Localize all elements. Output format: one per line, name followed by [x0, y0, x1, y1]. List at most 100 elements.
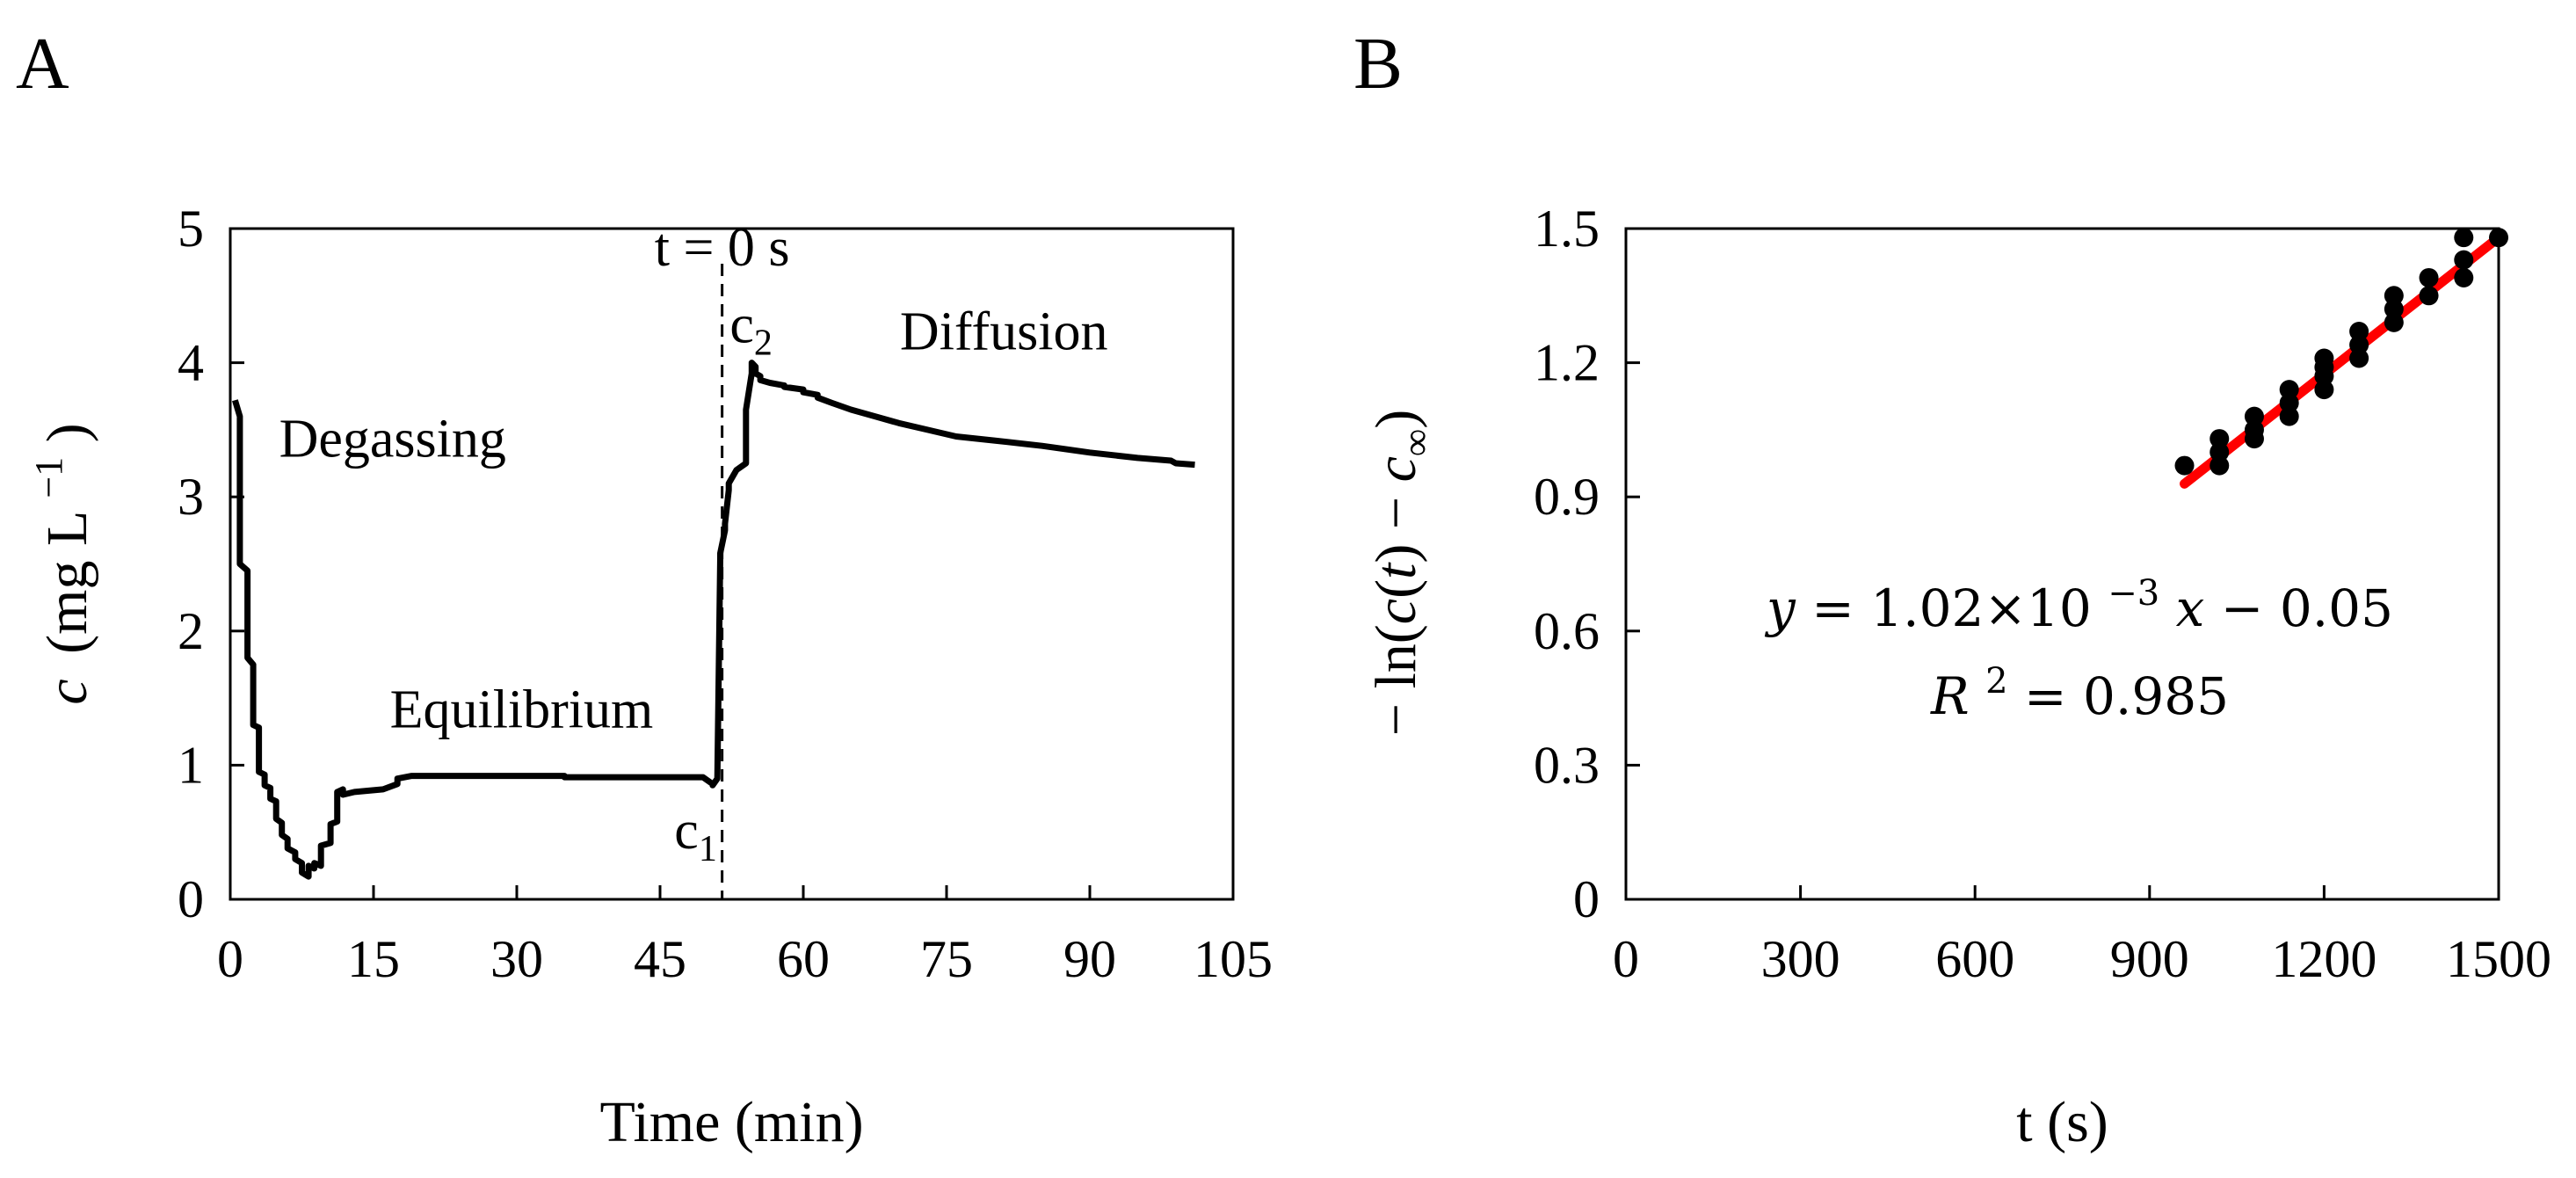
r2-symbol: R [1930, 666, 1970, 726]
ylabel-open-t: ( [1364, 579, 1428, 599]
panel-a-series [232, 360, 1195, 880]
eq-exponent: −3 [2108, 573, 2159, 614]
panel-a-x-tick-label: 105 [1194, 930, 1273, 988]
panel-a-x-tick-label: 90 [1063, 930, 1116, 988]
panel-b-data-point [2419, 267, 2439, 287]
panel-b-x-axis-title: t (s) [2016, 1090, 2108, 1154]
panel-a-y-tick-label: 3 [178, 468, 204, 526]
panel-b-y-tick-label: 0.9 [1534, 468, 1600, 526]
eq-x-var: x [2176, 578, 2205, 638]
panel-a-t0-label: t = 0 s [655, 218, 790, 278]
panel-a-plot-frame [229, 227, 1235, 901]
panel-a-x-axis-title: Time (min) [599, 1090, 863, 1154]
panel-b-data-point [2279, 406, 2299, 426]
panel-b-axis-ticks: 0 300 600 900 1200 1500 0 0.3 0.6 0.9 1.2 1.5 [1534, 200, 2551, 988]
panel-b-data-point [2244, 406, 2264, 426]
panel-a-series-line [232, 360, 1195, 880]
ylabel-minus: ) − [1364, 482, 1428, 563]
panel-a-label: A [16, 23, 69, 105]
panel-b-data-point [2349, 321, 2369, 341]
ylabel-close: ) [1364, 410, 1428, 429]
ylabel-t: t [1364, 562, 1428, 579]
panel-a-annotation: Degassing [279, 409, 506, 469]
panel-b-data-point [2349, 335, 2369, 355]
panel-b-x-tick-label: 300 [1761, 930, 1840, 988]
ylabel-c: c [1364, 599, 1428, 624]
panel-b-x-tick-label: 1200 [2271, 930, 2376, 988]
panel-a-y-tick-label: 0 [178, 870, 204, 928]
panel-b-data-point [2210, 442, 2230, 462]
panel-b-data-point [2279, 380, 2299, 400]
panel-b-data-point [2384, 299, 2404, 319]
ylabel-inf-sub: ∞ [1395, 429, 1438, 456]
panel-b-points [2174, 228, 2508, 476]
panel-b-x-tick-label: 0 [1613, 930, 1639, 988]
eq-intercept: − 0.05 [2221, 578, 2393, 638]
panel-b-y-tick-label: 0.6 [1534, 602, 1600, 660]
panel-a-t0-line-group: t = 0 s [655, 218, 790, 899]
panel-a-annotation: Equilibrium [390, 680, 654, 740]
panel-a-annotation: Diffusion [900, 302, 1108, 361]
panel-b-y-tick-label: 1.2 [1534, 334, 1600, 392]
r2-value: = 0.985 [2024, 666, 2229, 726]
panel-b-x-tick-label: 900 [2110, 930, 2189, 988]
panel-a-y-axis-close: ) [35, 423, 99, 442]
panel-b-data-point [2314, 380, 2334, 400]
panel-a-y-tick-label: 2 [178, 602, 204, 660]
panel-b-data-point [2454, 228, 2474, 248]
point-label-base: c [674, 801, 699, 861]
point-label-sub: 1 [699, 829, 717, 869]
panel-a-x-tick-label: 60 [777, 930, 830, 988]
panel-b-y-tick-label: 0.3 [1534, 736, 1600, 794]
panel-b-data-point [2454, 267, 2474, 287]
panel-a-point-label: c2 [729, 295, 773, 364]
panel-b-x-tick-label: 1500 [2446, 930, 2551, 988]
panel-b-equation-line-1: y = 1.02×10 −3 x − 0.05 [1764, 557, 2393, 638]
panel-b-y-axis-title: − ln(c(t) − c∞) [1364, 410, 1438, 737]
panel-b-label: B [1353, 23, 1403, 105]
panel-a-x-tick-label: 0 [217, 930, 243, 988]
panel-b-data-point [2384, 312, 2404, 332]
panel-a-y-axis-exponent: −1 [27, 457, 70, 498]
panel-b-y-tick-label: 1.5 [1534, 200, 1600, 258]
panel-b-data-point [2454, 250, 2474, 270]
ylabel-c-inf: c [1364, 456, 1428, 482]
panel-a-x-tick-label: 75 [920, 930, 973, 988]
panel-b-fit-line [2180, 232, 2504, 489]
panel-b: B 0 300 600 900 1200 1500 0 0.3 0.6 0.9 1.2 1.5 y =… [1353, 23, 2551, 1154]
panel-b-equation-line-2: R 2 = 0.985 [1930, 645, 2229, 726]
panel-a-y-tick-label: 4 [178, 334, 204, 392]
panel-b-data-point [2489, 228, 2508, 248]
panel-a-x-tick-label: 15 [347, 930, 400, 988]
panel-a-y-tick-label: 1 [178, 736, 204, 794]
panel-b-y-tick-label: 0 [1573, 870, 1600, 928]
panel-b-data-point [2384, 286, 2404, 306]
panel-b-data-point [2279, 393, 2299, 413]
panel-b-data-point [2349, 348, 2369, 368]
panel-a-y-axis-title: c (mg L −1 ) [11, 423, 99, 704]
panel-a-point-label: c1 [674, 801, 717, 869]
panel-a-x-tick-label: 45 [634, 930, 686, 988]
panel-a-y-tick-label: 5 [178, 200, 204, 258]
panel-b-data-point [2174, 455, 2195, 476]
panel-a-y-axis-var: c [35, 679, 99, 704]
panel-b-data-point [2210, 455, 2230, 476]
panel-b-data-point [2210, 429, 2230, 449]
point-label-base: c [729, 295, 754, 355]
panel-b-data-point [2314, 348, 2334, 368]
panel-b-fit-group [2180, 232, 2504, 489]
point-label-sub: 2 [754, 324, 773, 364]
panel-b-plot-frame [1624, 227, 2500, 901]
eq-y-var: y [1764, 578, 1796, 638]
panel-b-x-tick-label: 600 [1935, 930, 2014, 988]
eq-coefficient: = 1.02×10 [1811, 578, 2092, 638]
ylabel-prefix: − ln( [1364, 624, 1428, 736]
r2-exponent: 2 [1985, 661, 2007, 702]
panel-a-y-axis-unit: (mg L [35, 513, 99, 654]
panel-a-x-tick-label: 30 [490, 930, 543, 988]
